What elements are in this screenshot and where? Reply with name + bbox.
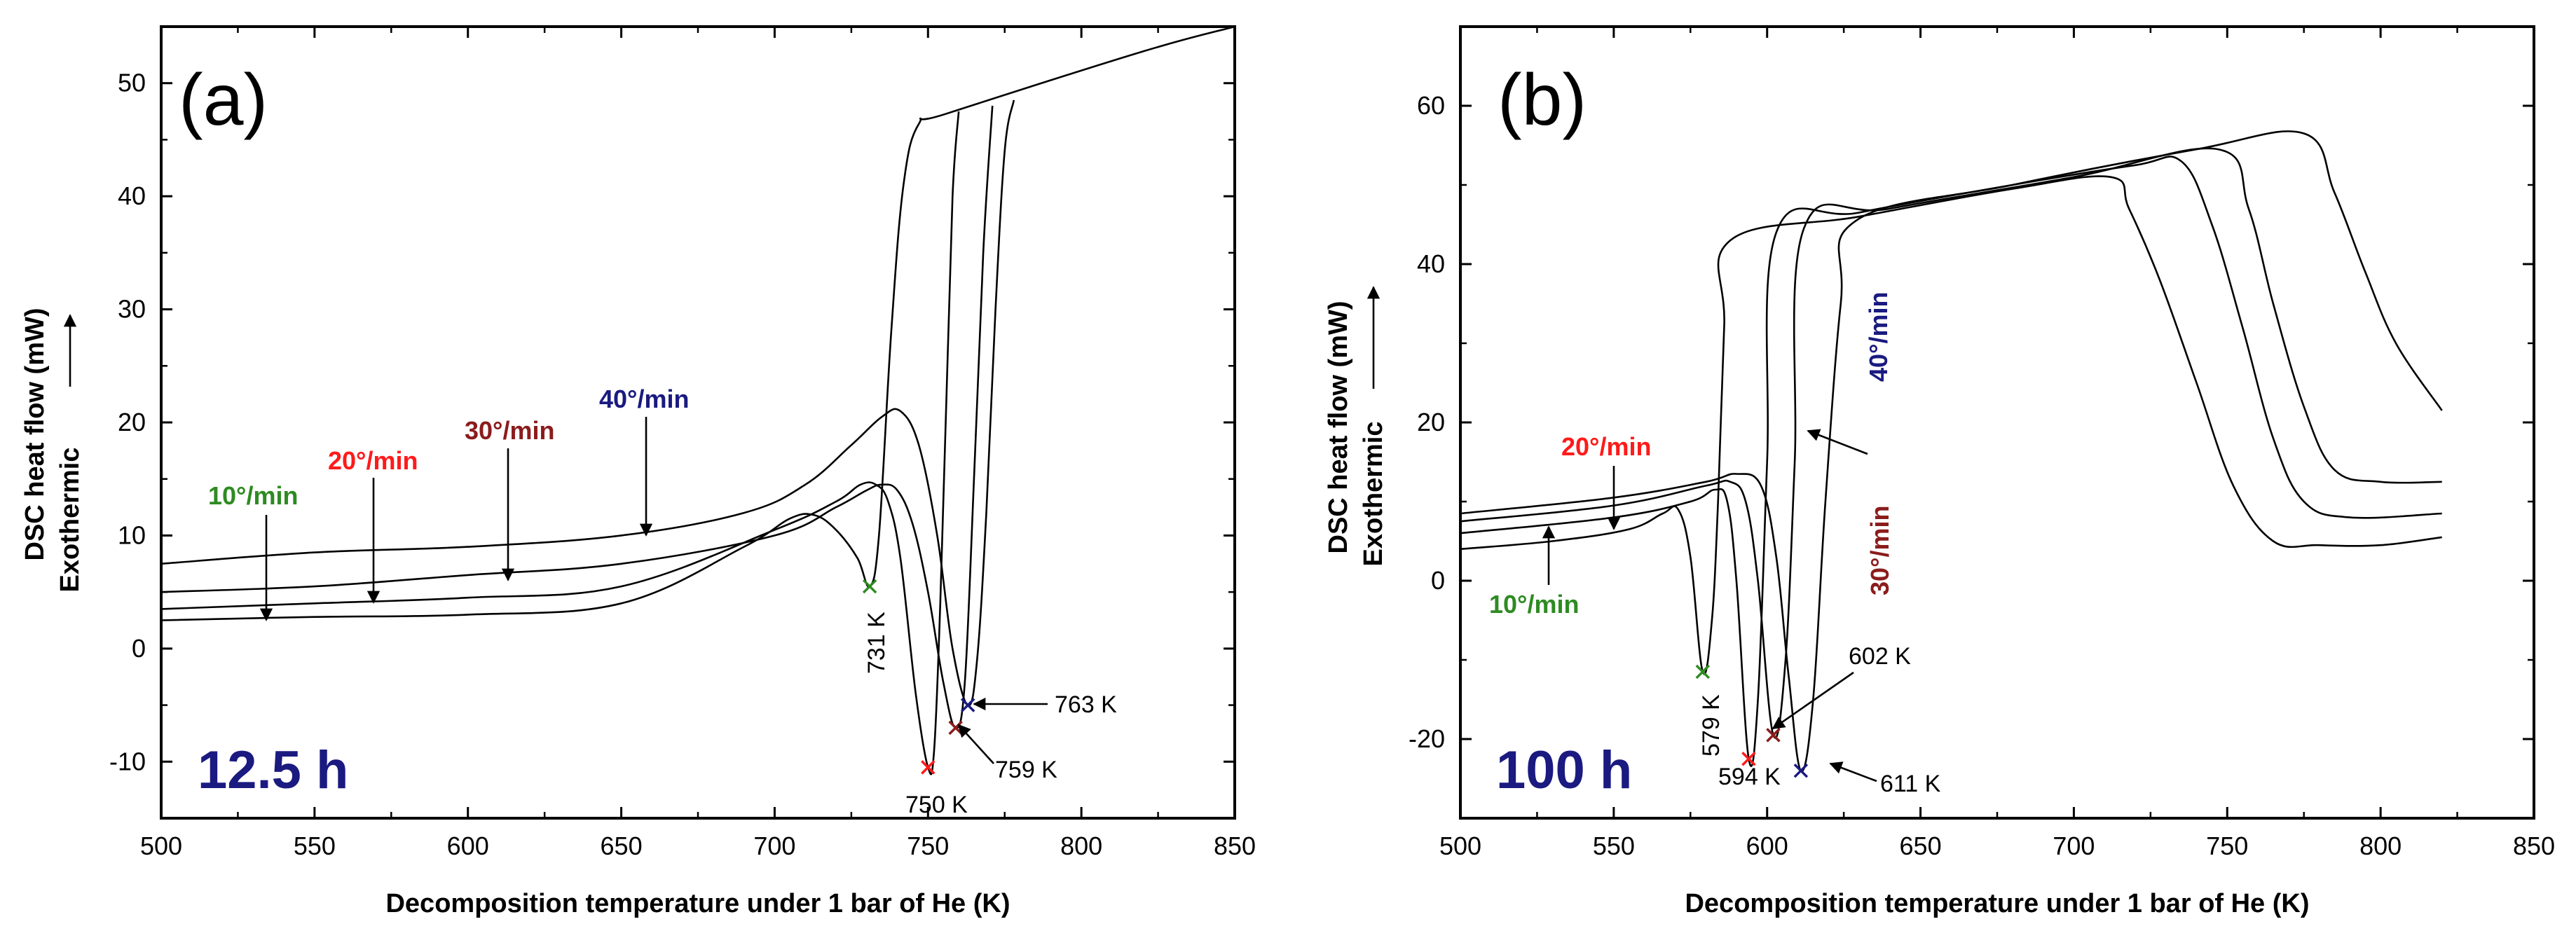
panel-a-y-axis-label: DSC heat flow (mW) [20, 308, 50, 561]
panel-b-peak-label-611: 611 K [1880, 771, 1941, 797]
panel-a-x-axis-label: Decomposition temperature under 1 bar of… [385, 889, 1010, 918]
panel-b-rate-label-10: 10°/min [1489, 590, 1579, 619]
panel-b-peak-marker-3 [1766, 728, 1781, 743]
panel-a-rate-label-30: 30°/min [465, 416, 554, 445]
panel-b-arrow-602 [1772, 671, 1854, 730]
panel-b-y-tick-label: 40 [1417, 249, 1445, 278]
panel-a-peak-label-750: 750 K [905, 792, 968, 818]
panel-a-x-tick-label: 750 [907, 832, 949, 860]
panel-b-x-tick-label: 500 [1439, 832, 1481, 860]
panel-a-series-line-4 [160, 99, 1015, 707]
panel-b-peak-marker-2 [1741, 752, 1756, 766]
panel-b-rate-label-20: 20°/min [1561, 432, 1651, 461]
panel-a-letter: (a) [179, 60, 268, 141]
panel-a-chart: 500 550 600 650 700 750 800 850 -10 0 10 20 30 40 50 (… [20, 25, 1256, 918]
panel-b-peak-marker-4 [1793, 763, 1809, 778]
panel-b-y-tick-label: 0 [1431, 566, 1445, 595]
panel-b-x-tick-label: 750 [2206, 832, 2248, 860]
panel-a-peak-marker-1 [862, 579, 877, 594]
panel-b-arrow-30 [1807, 429, 1868, 455]
panel-b-x-axis-label: Decomposition temperature under 1 bar of… [1685, 889, 2309, 918]
panel-a-x-tick-label: 550 [294, 832, 336, 860]
panel-a-x-tick-label: 650 [601, 832, 643, 860]
panel-a-x-tick-label: 850 [1214, 832, 1256, 860]
panel-b-y-tick-label: 20 [1417, 408, 1445, 436]
panel-a-rate-label-40: 40°/min [599, 385, 689, 413]
panel-a-x-tick-label: 800 [1060, 832, 1102, 860]
panel-b-peak-label-579: 579 K [1698, 694, 1725, 757]
panel-b-rate-label-30: 30°/min [1865, 506, 1894, 595]
panel-b-peak-marker-1 [1695, 664, 1711, 680]
panel-b-peak-label-594: 594 K [1718, 764, 1781, 790]
panel-a-y-tick-label: 30 [118, 295, 146, 324]
panel-a-x-tick-label: 500 [140, 832, 182, 860]
panel-b-series-line-4 [1460, 130, 2443, 773]
panel-b-x-tick-label: 550 [1593, 832, 1635, 860]
panel-a-duration-label: 12.5 h [198, 740, 348, 800]
panel-b-exothermic-label: Exothermic [1359, 422, 1388, 567]
panel-a-x-tick-label: 700 [753, 832, 795, 860]
panel-b-y-tick-label: -20 [1409, 724, 1445, 753]
panel-a-arrow-759 [957, 724, 994, 764]
panel-a-series-line-1 [160, 25, 1235, 621]
panel-a-y-tick-label: 40 [118, 181, 146, 210]
panel-b-rate-label-40: 40°/min [1864, 292, 1893, 382]
panel-a-x-tick-label: 600 [447, 832, 489, 860]
panel-a-peak-marker-4 [960, 698, 975, 712]
panel-a-peak-label-763: 763 K [1055, 691, 1117, 718]
panel-a-peak-label-731: 731 K [863, 612, 890, 674]
panel-a-series-line-2 [160, 111, 960, 775]
panel-a-y-tick-label: -10 [109, 747, 146, 775]
panel-a-y-tick-label: 10 [118, 520, 146, 549]
panel-b-peak-label-602: 602 K [1849, 643, 1911, 670]
panel-b-x-tick-label: 850 [2513, 832, 2555, 860]
panel-b-series-line-2 [1460, 156, 2442, 768]
panel-a-peak-marker-2 [921, 760, 936, 775]
panel-b-x-tick-label: 600 [1746, 832, 1788, 860]
panel-b-arrow-611 [1829, 761, 1877, 782]
panel-b-series-line-3 [1460, 147, 2442, 739]
panel-a-y-tick-label: 20 [118, 408, 146, 436]
panel-b-x-tick-label: 800 [2359, 832, 2402, 860]
panel-b-letter: (b) [1498, 60, 1587, 141]
panel-b-x-tick-label: 700 [2053, 832, 2095, 860]
panel-a-rate-label-20: 20°/min [328, 446, 418, 475]
panel-b-series-line-1 [1460, 175, 2442, 675]
panel-a-rate-label-10: 10°/min [208, 481, 298, 510]
panel-b-y-axis-label: DSC heat flow (mW) [1324, 301, 1353, 554]
panel-b-x-tick-label: 650 [1900, 832, 1942, 860]
panel-a-series-line-3 [160, 105, 994, 729]
panel-b-duration-label: 100 h [1496, 740, 1632, 800]
panel-a-peak-label-759: 759 K [995, 757, 1057, 783]
panel-b-chart: 500 550 600 650 700 750 800 850 -20 0 20 40 60 (b) 1… [1324, 25, 2555, 918]
panel-a-exothermic-label: Exothermic [55, 448, 85, 593]
panel-a-y-tick-label: 50 [118, 69, 146, 97]
panel-b-y-tick-label: 60 [1417, 91, 1445, 120]
panel-a-y-tick-label: 0 [132, 634, 146, 663]
panel-b-plot-frame [1459, 25, 2535, 820]
